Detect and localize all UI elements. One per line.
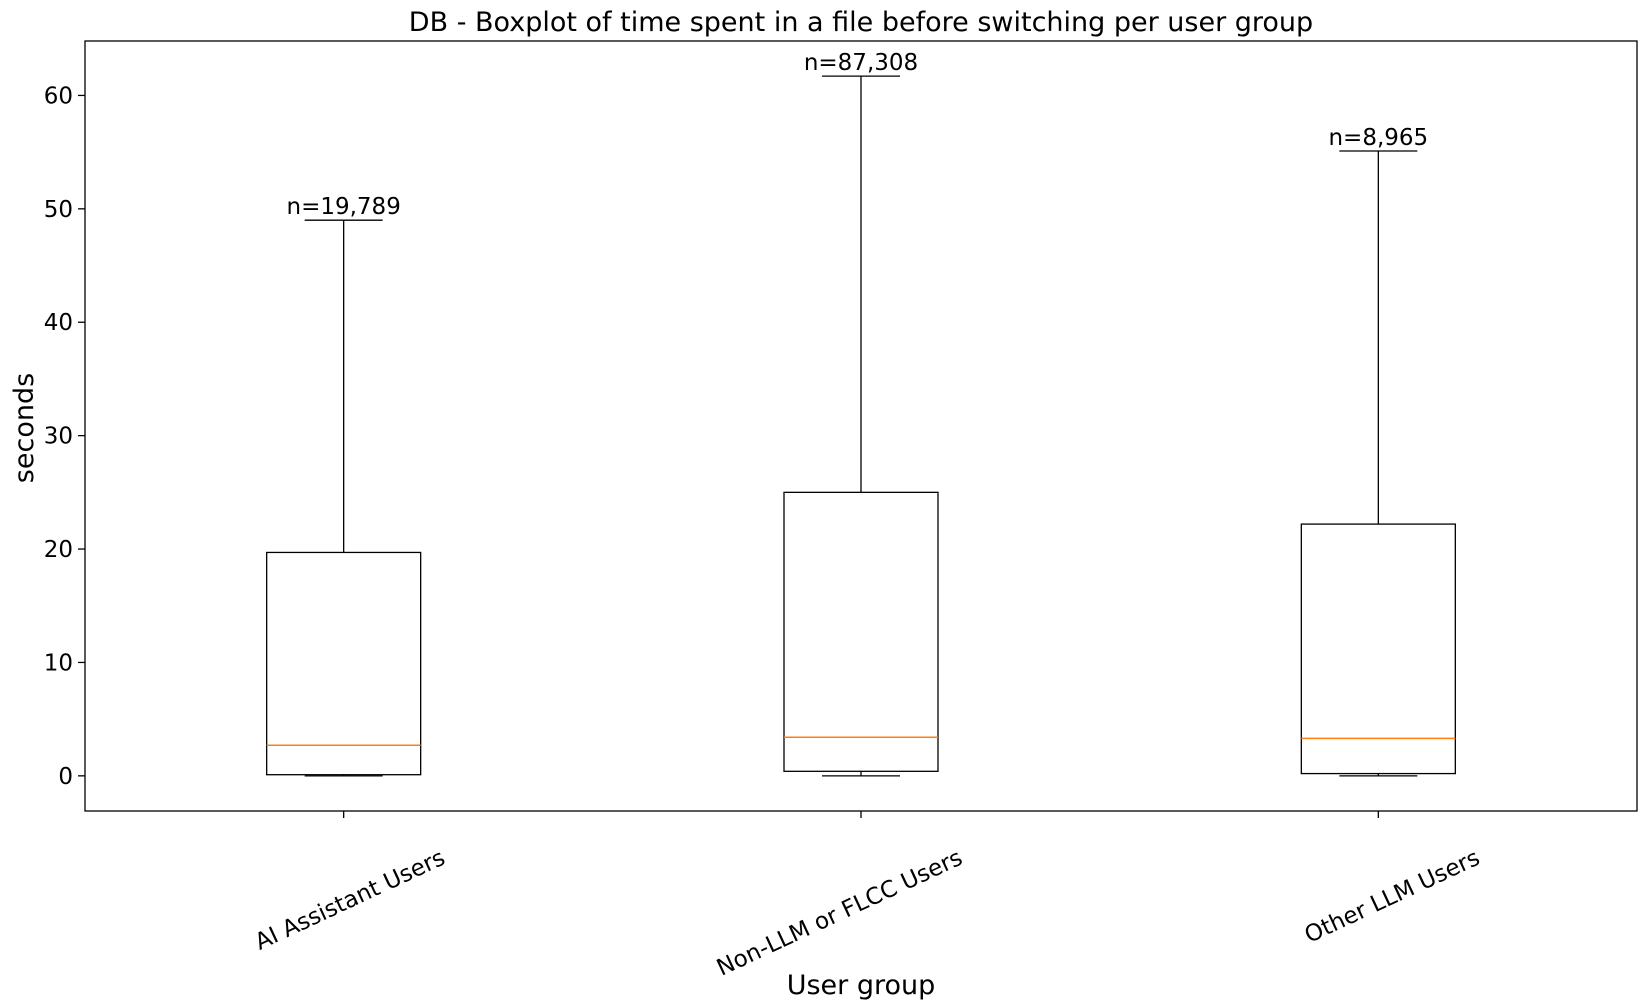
n-count-label: n=8,965	[1328, 125, 1428, 151]
boxes-group: n=19,789 n=87,308 n=8,965	[266, 50, 1456, 777]
y-tick-label: 20	[44, 537, 73, 563]
y-tick-label: 0	[58, 764, 73, 790]
n-count-label: n=19,789	[287, 194, 401, 220]
x-axis-label: User group	[787, 970, 936, 1001]
n-count-label: n=87,308	[804, 50, 918, 76]
y-axis: 0 10 20 30 40 50 60	[44, 83, 85, 790]
y-tick-label: 50	[44, 197, 73, 223]
y-tick-label: 30	[44, 424, 73, 450]
y-tick-label: 10	[44, 650, 73, 676]
box-1: n=19,789	[266, 194, 422, 777]
x-tick-label: Other LLM Users	[1301, 845, 1484, 949]
y-axis-label: seconds	[9, 373, 40, 483]
x-axis: AI Assistant Users Non-LLM or FLCC Users O…	[251, 811, 1484, 982]
y-tick-label: 60	[44, 83, 73, 109]
iqr-box	[1300, 523, 1456, 775]
y-tick-label: 40	[44, 310, 73, 336]
iqr-box	[266, 551, 422, 776]
x-tick-label: Non-LLM or FLCC Users	[713, 845, 967, 982]
box-2: n=87,308	[783, 50, 939, 777]
iqr-box	[783, 491, 939, 772]
chart-title: DB - Boxplot of time spent in a file bef…	[409, 7, 1313, 38]
x-tick-label: AI Assistant Users	[251, 845, 449, 956]
box-3: n=8,965	[1300, 125, 1456, 777]
